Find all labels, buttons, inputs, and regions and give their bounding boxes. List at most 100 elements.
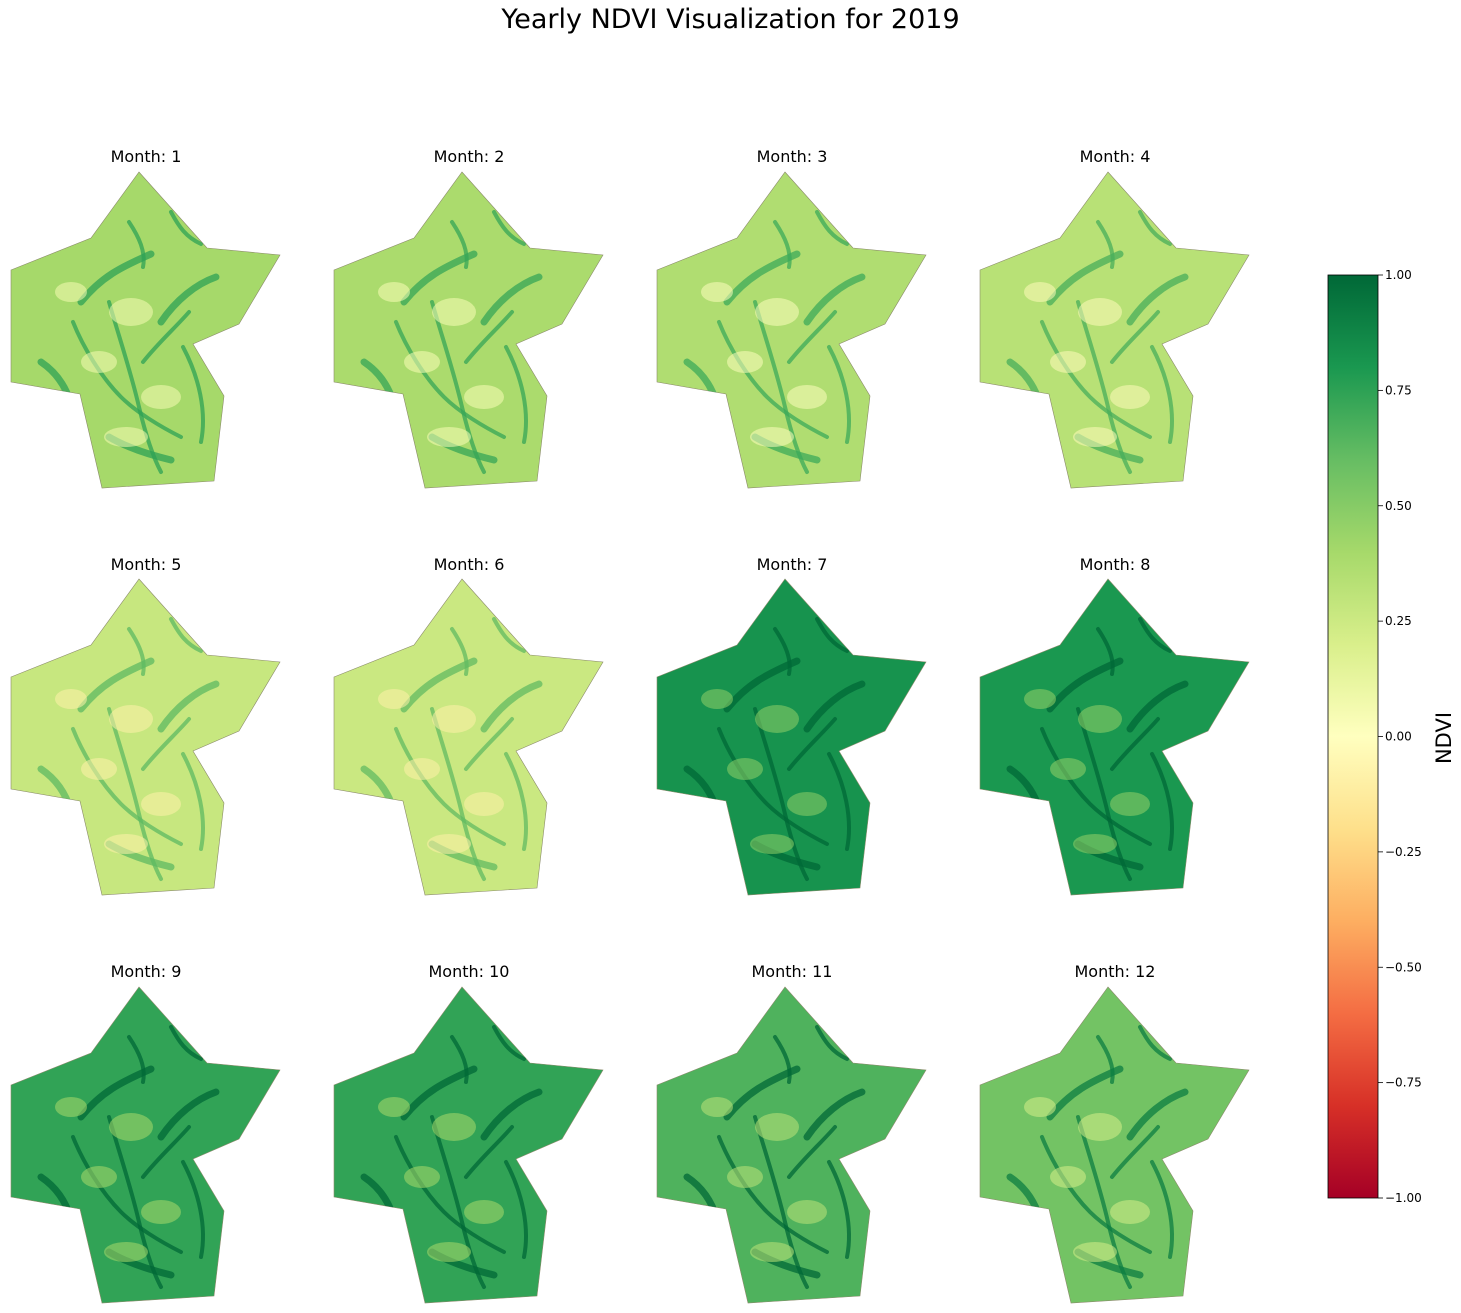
terrain-ridge: [181, 345, 205, 444]
terrain-ridge: [1040, 1135, 1152, 1254]
terrain-ridge: [127, 1035, 146, 1084]
colorbar-tick-label: −0.25: [1385, 845, 1422, 859]
terrain-ridge: [492, 1025, 526, 1061]
terrain-patch: [1050, 1166, 1086, 1188]
ndvi-area-month-10: [333, 986, 604, 1304]
terrain-ridge: [815, 210, 849, 246]
terrain-ridge: [504, 752, 528, 851]
panel-title-month-11: Month: 11: [751, 962, 833, 981]
ndvi-map-month-11: [656, 986, 927, 1304]
ndvi-area-month-11: [656, 986, 927, 1304]
terrain-ridge: [773, 627, 792, 676]
terrain-ridge: [480, 273, 543, 326]
terrain-ridge: [815, 617, 849, 653]
colorbar-tick-label: 0.75: [1385, 383, 1412, 397]
terrain-patch: [464, 385, 504, 409]
terrain-ridge: [71, 727, 183, 846]
ndvi-area-month-2: [333, 171, 604, 489]
terrain-patch: [750, 834, 794, 854]
terrain-patch: [81, 758, 117, 780]
terrain-patch: [1024, 1097, 1056, 1117]
terrain-patch: [750, 1242, 794, 1262]
terrain-patch: [109, 298, 153, 326]
terrain-patch: [701, 282, 733, 302]
ndvi-area-month-12: [979, 986, 1250, 1304]
terrain-ridge: [1126, 273, 1189, 326]
terrain-ridge: [141, 717, 191, 771]
terrain-patch: [1110, 792, 1150, 816]
ndvi-area-month-9: [10, 986, 281, 1304]
ndvi-area-month-3: [656, 171, 927, 489]
terrain-patch: [55, 689, 87, 709]
terrain-patch: [55, 282, 87, 302]
colorbar-tick-label: 0.00: [1385, 730, 1412, 744]
terrain-ridge: [141, 310, 191, 364]
terrain-texture: [360, 617, 543, 881]
panel-title-month-7: Month: 7: [756, 555, 828, 574]
ndvi-map-month-1: [10, 171, 281, 489]
terrain-patch: [1078, 1113, 1122, 1141]
terrain-ridge: [141, 1125, 191, 1179]
terrain-ridge: [157, 680, 220, 733]
colorbar-tick-label: −0.75: [1385, 1076, 1422, 1090]
ndvi-map-month-8: [979, 578, 1250, 896]
terrain-patch: [464, 792, 504, 816]
terrain-patch: [1024, 689, 1056, 709]
terrain-ridge: [504, 345, 528, 444]
terrain-patch: [1073, 1242, 1117, 1262]
ndvi-area-month-8: [979, 578, 1250, 896]
terrain-patch: [1110, 385, 1150, 409]
terrain-patch: [787, 792, 827, 816]
terrain-texture: [683, 1025, 866, 1289]
terrain-ridge: [181, 1160, 205, 1259]
terrain-texture: [360, 1025, 543, 1289]
terrain-patch: [750, 427, 794, 447]
terrain-ridge: [803, 680, 866, 733]
terrain-ridge: [717, 727, 829, 846]
terrain-patch: [755, 705, 799, 733]
terrain-ridge: [717, 1135, 829, 1254]
terrain-ridge: [1138, 1025, 1172, 1061]
terrain-ridge: [169, 210, 203, 246]
panel-title-month-9: Month: 9: [110, 962, 182, 981]
terrain-patch: [787, 1200, 827, 1224]
ndvi-map-month-12: [979, 986, 1250, 1304]
terrain-texture: [1006, 617, 1189, 881]
panel-title-month-4: Month: 4: [1079, 147, 1151, 166]
ndvi-area-month-6: [333, 578, 604, 896]
figure-title: Yearly NDVI Visualization for 2019: [501, 4, 960, 35]
ndvi-area-month-7: [656, 578, 927, 896]
terrain-patch: [464, 1200, 504, 1224]
terrain-ridge: [480, 1088, 543, 1141]
terrain-ridge: [464, 717, 514, 771]
terrain-patch: [404, 1166, 440, 1188]
terrain-patch: [141, 792, 181, 816]
terrain-patch: [1078, 298, 1122, 326]
terrain-ridge: [803, 1088, 866, 1141]
terrain-patch: [427, 1242, 471, 1262]
terrain-patch: [1073, 427, 1117, 447]
terrain-patch: [378, 1097, 410, 1117]
ndvi-area-month-1: [10, 171, 281, 489]
terrain-ridge: [450, 627, 469, 676]
terrain-patch: [55, 1097, 87, 1117]
terrain-patch: [81, 1166, 117, 1188]
terrain-texture: [1006, 210, 1189, 474]
terrain-patch: [1110, 1200, 1150, 1224]
ndvi-map-month-2: [333, 171, 604, 489]
panel-title-month-5: Month: 5: [110, 555, 182, 574]
terrain-patch: [755, 298, 799, 326]
terrain-patch: [755, 1113, 799, 1141]
terrain-ridge: [827, 1160, 851, 1259]
ndvi-map-month-3: [656, 171, 927, 489]
terrain-ridge: [1138, 210, 1172, 246]
terrain-patch: [427, 834, 471, 854]
terrain-patch: [81, 351, 117, 373]
terrain-ridge: [1126, 1088, 1189, 1141]
terrain-ridge: [504, 1160, 528, 1259]
colorbar-label: NDVI: [1432, 711, 1457, 765]
terrain-ridge: [464, 310, 514, 364]
colorbar-tick-label: 1.00: [1385, 268, 1412, 282]
terrain-patch: [141, 1200, 181, 1224]
